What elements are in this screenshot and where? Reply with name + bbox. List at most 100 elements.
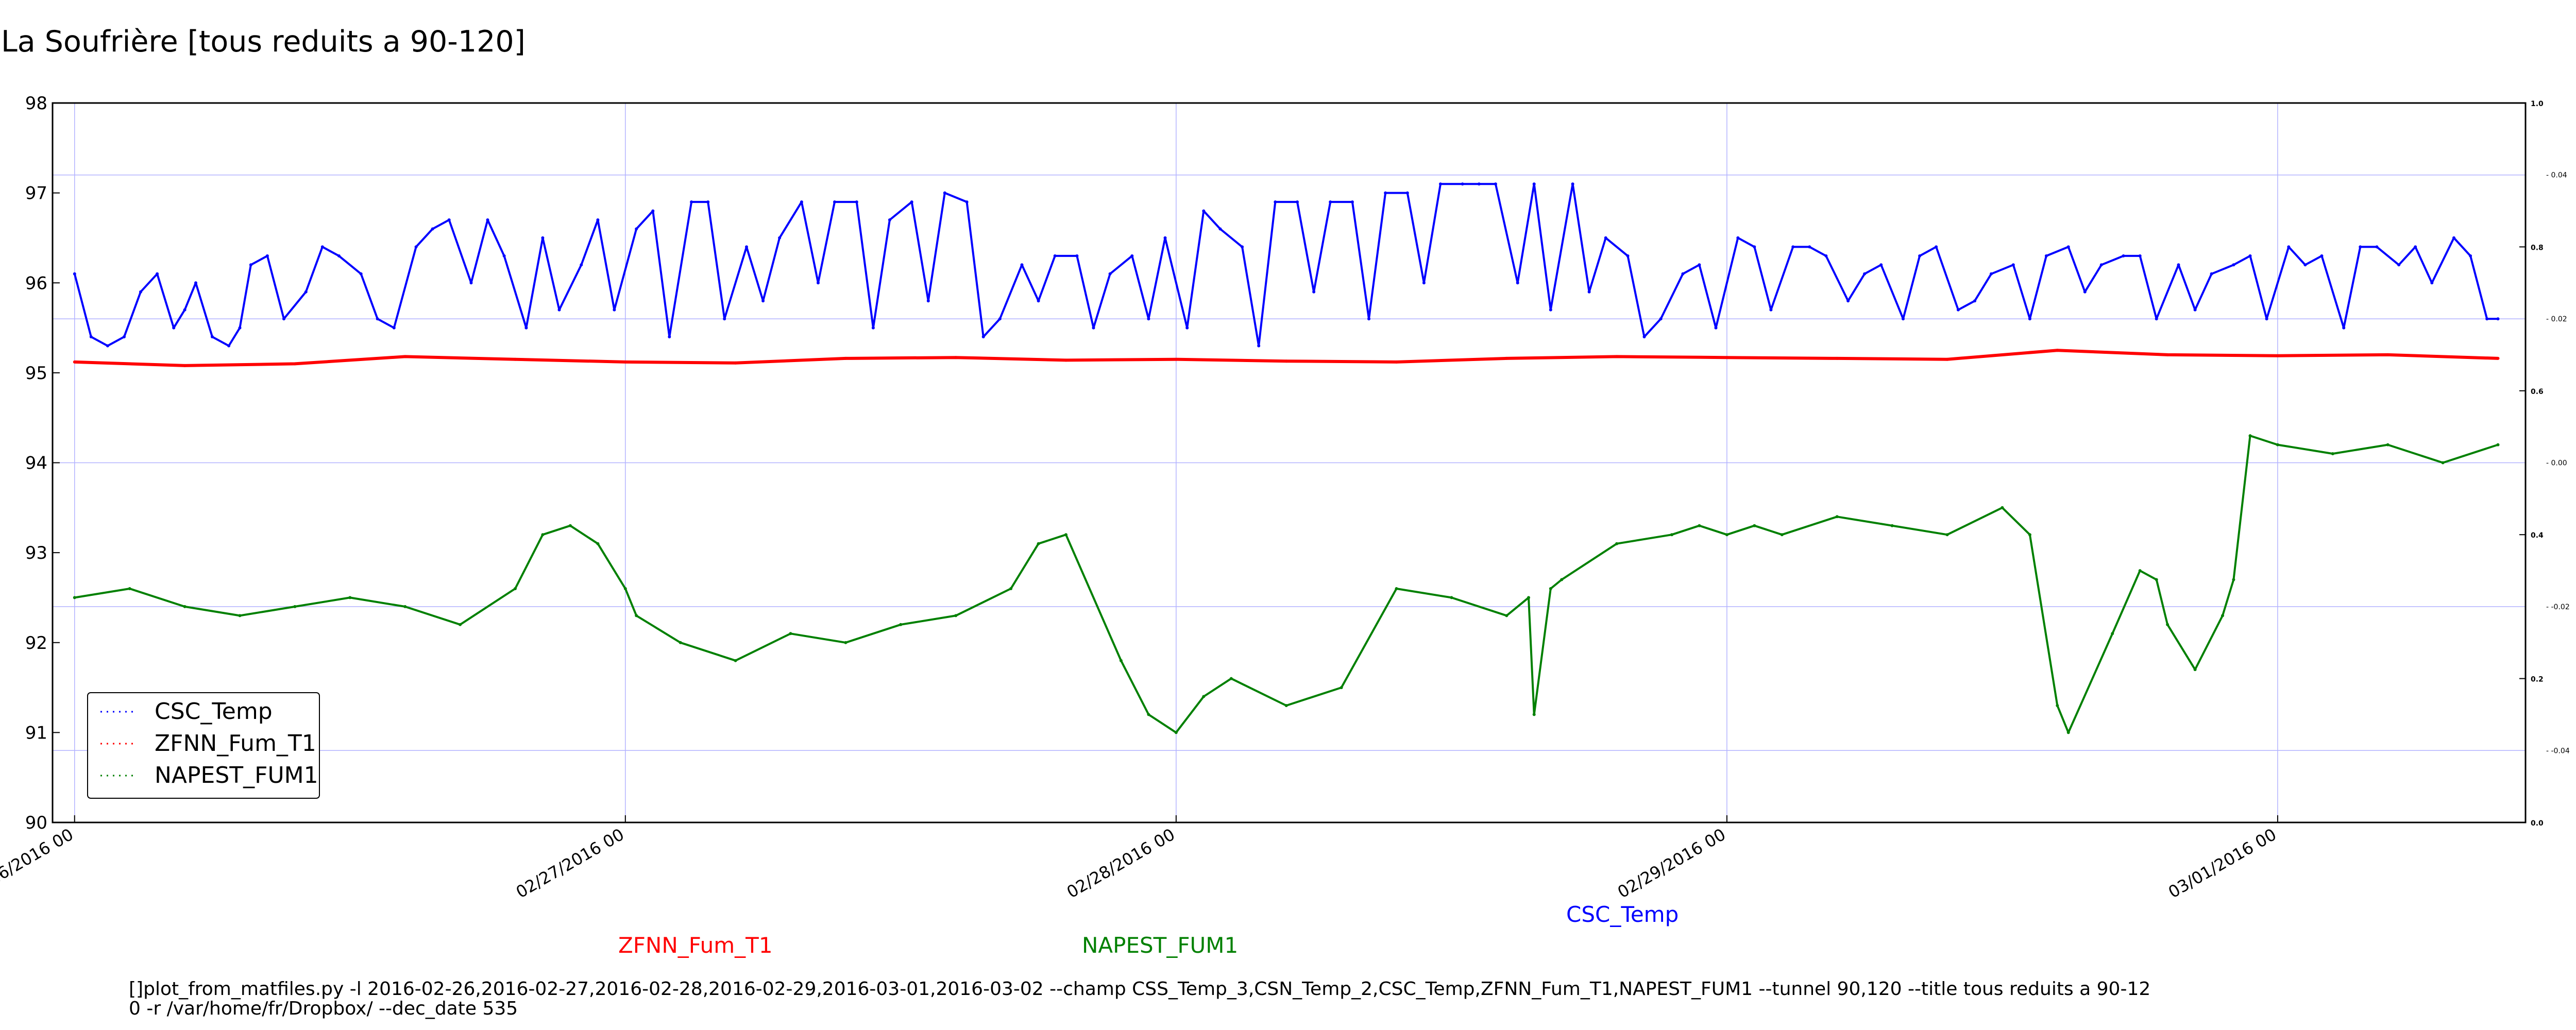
data-point-csc_temp [668, 335, 671, 338]
data-point-csc_temp [194, 281, 197, 285]
data-point-napest_fum1 [1505, 614, 1509, 617]
y-tick-label: 97 [25, 183, 47, 204]
data-point-csc_temp [1626, 254, 1630, 258]
data-point-zfnn_fum_t1 [2496, 356, 2500, 360]
data-point-csc_temp [1296, 200, 1299, 204]
data-point-napest_fum1 [789, 632, 792, 636]
series-label-csc: CSC_Temp [1566, 902, 1679, 927]
data-point-csc_temp [943, 191, 946, 195]
data-point-csc_temp [910, 200, 913, 204]
data-point-csc_temp [447, 218, 451, 221]
legend-item-zfnn: ZFNN_Fum_T1 [100, 730, 316, 757]
data-point-napest_fum1 [293, 605, 297, 608]
data-point-csc_temp [2177, 263, 2180, 267]
data-point-napest_fum1 [2138, 569, 2142, 573]
data-point-csc_temp [1092, 326, 1095, 330]
data-point-csc_temp [1808, 245, 1811, 249]
data-point-csc_temp [1863, 272, 1867, 276]
data-point-csc_temp [89, 335, 93, 338]
data-point-csc_temp [833, 200, 836, 204]
data-point-csc_temp [745, 245, 748, 249]
data-point-csc_temp [871, 326, 875, 330]
data-point-csc_temp [1037, 299, 1040, 303]
data-point-csc_temp [1769, 308, 1773, 312]
data-point-csc_temp [183, 308, 187, 312]
data-point-zfnn_fum_t1 [623, 360, 627, 364]
data-point-csc_temp [981, 335, 985, 338]
series-label-zfnn: ZFNN_Fum_T1 [618, 933, 773, 958]
data-point-csc_temp [580, 263, 583, 267]
data-point-csc_temp [965, 200, 969, 204]
data-point-csc_temp [1329, 200, 1332, 204]
data-point-csc_temp [1879, 263, 1883, 267]
data-point-napest_fum1 [844, 641, 848, 644]
series-line-zfnn_fum_t1 [74, 349, 2498, 367]
data-point-napest_fum1 [1174, 731, 1178, 734]
data-point-napest_fum1 [1202, 695, 1206, 698]
data-point-csc_temp [1257, 344, 1261, 348]
data-point-napest_fum1 [1119, 659, 1123, 662]
data-point-csc_temp [651, 209, 655, 213]
data-point-csc_temp [557, 308, 561, 312]
data-point-csc_temp [1075, 254, 1079, 258]
data-point-napest_fum1 [1532, 713, 1536, 716]
data-point-napest_fum1 [1560, 578, 1564, 581]
data-point-csc_temp [1516, 281, 1519, 285]
data-point-napest_fum1 [2221, 614, 2224, 617]
data-point-csc_temp [888, 218, 891, 221]
data-point-csc_temp [1824, 254, 1828, 258]
data-point-csc_temp [1477, 182, 1481, 186]
data-point-csc_temp [2303, 263, 2307, 267]
data-point-csc_temp [1405, 191, 1409, 195]
data-point-zfnn_fum_t1 [1284, 359, 1288, 363]
data-point-csc_temp [1241, 245, 1244, 249]
series-line-napest_fum1 [74, 435, 2499, 734]
legend-item-csc: CSC_Temp [100, 698, 273, 725]
data-point-csc_temp [1494, 182, 1497, 186]
data-point-napest_fum1 [1064, 533, 1067, 537]
data-point-csc_temp [320, 245, 324, 249]
data-point-csc_temp [414, 245, 418, 249]
y-axis-right: 0.0 0.2 0.4 0.6 0.8 1.0 - -0.04 - -0.02 - 0.00 - … [2519, 100, 2570, 828]
data-point-csc_temp [2210, 272, 2213, 276]
data-point-napest_fum1 [1725, 533, 1728, 537]
command-line-2: 0 -r /var/home/fr/Dropbox/ --dec_date 53… [129, 998, 518, 1019]
data-point-csc_temp [2099, 263, 2103, 267]
data-point-napest_fum1 [635, 614, 638, 617]
data-point-zfnn_fum_t1 [1064, 358, 1067, 362]
data-point-napest_fum1 [183, 605, 187, 608]
grid-layer [53, 103, 2526, 822]
data-point-zfnn_fum_t1 [1835, 356, 1839, 360]
data-point-napest_fum1 [1037, 542, 1040, 545]
data-point-csc_temp [486, 218, 489, 221]
data-point-csc_temp [1108, 272, 1112, 276]
x-tick-label: 03/01/2016 00 [2165, 825, 2280, 902]
data-point-csc_temp [690, 200, 693, 204]
data-point-csc_temp [2122, 254, 2125, 258]
data-point-csc_temp [1918, 254, 1922, 258]
data-point-csc_temp [469, 281, 473, 285]
legend-item-napest: NAPEST_FUM1 [100, 762, 318, 788]
data-point-napest_fum1 [2331, 452, 2334, 455]
data-point-napest_fum1 [2193, 668, 2197, 672]
data-point-zfnn_fum_t1 [1174, 357, 1178, 361]
data-point-zfnn_fum_t1 [293, 362, 297, 366]
data-point-napest_fum1 [568, 524, 572, 527]
data-point-csc_temp [431, 227, 434, 231]
data-point-napest_fum1 [1753, 524, 1756, 527]
data-point-csc_temp [211, 335, 214, 338]
data-point-csc_temp [2342, 326, 2346, 330]
y2-tick-label: 0.4 [2531, 531, 2544, 540]
data-point-csc_temp [723, 317, 726, 321]
data-point-csc_temp [172, 326, 176, 330]
legend-label-napest: NAPEST_FUM1 [155, 762, 318, 788]
y2-minor-label: - 0.00 [2546, 459, 2567, 468]
data-point-csc_temp [282, 317, 285, 321]
data-point-csc_temp [2066, 245, 2070, 249]
data-point-napest_fum1 [2111, 632, 2114, 636]
data-point-zfnn_fum_t1 [403, 355, 407, 358]
data-point-csc_temp [1202, 209, 1206, 213]
x-tick-label: 02/28/2016 00 [1063, 825, 1178, 902]
data-point-napest_fum1 [1450, 596, 1453, 599]
data-point-csc_temp [1350, 200, 1354, 204]
